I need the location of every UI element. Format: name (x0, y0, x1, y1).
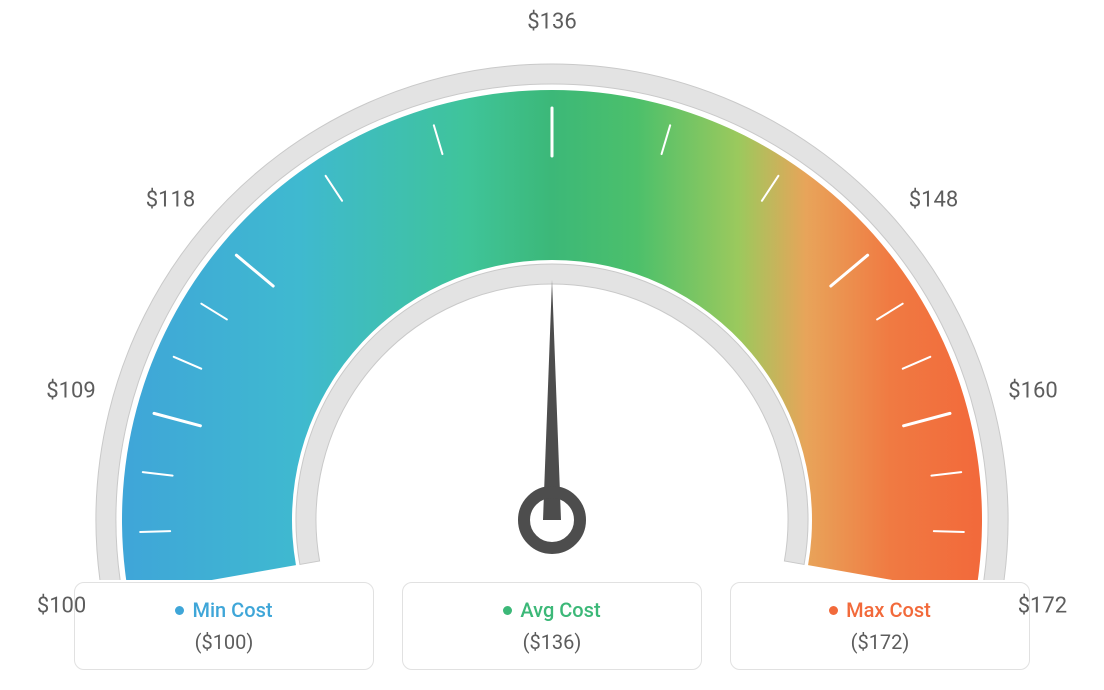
legend-card-max: Max Cost ($172) (730, 582, 1030, 670)
gauge-needle (543, 280, 561, 520)
legend-card-avg: Avg Cost ($136) (402, 582, 702, 670)
gauge-tick-label: $109 (46, 379, 95, 404)
gauge-tick (140, 531, 170, 532)
gauge-tick-label: $136 (527, 10, 576, 35)
legend: Min Cost ($100) Avg Cost ($136) Max Cost… (74, 582, 1030, 670)
gauge-svg (52, 20, 1052, 580)
legend-label-max: Max Cost (846, 598, 931, 622)
legend-dot-avg (503, 606, 512, 615)
legend-value-min: ($100) (195, 630, 254, 654)
legend-value-max: ($172) (851, 630, 910, 654)
legend-label-min: Min Cost (192, 598, 272, 622)
gauge-tick-label: $160 (1008, 379, 1057, 404)
legend-card-min: Min Cost ($100) (74, 582, 374, 670)
legend-value-avg: ($136) (523, 630, 582, 654)
gauge-tick (934, 531, 964, 532)
legend-dot-min (175, 606, 184, 615)
legend-dot-max (829, 606, 838, 615)
legend-label-avg: Avg Cost (520, 598, 600, 622)
gauge-chart: $100$109$118$136$148$160$172 (52, 20, 1052, 580)
gauge-tick-label: $118 (146, 187, 195, 212)
gauge-tick-label: $148 (909, 187, 958, 212)
